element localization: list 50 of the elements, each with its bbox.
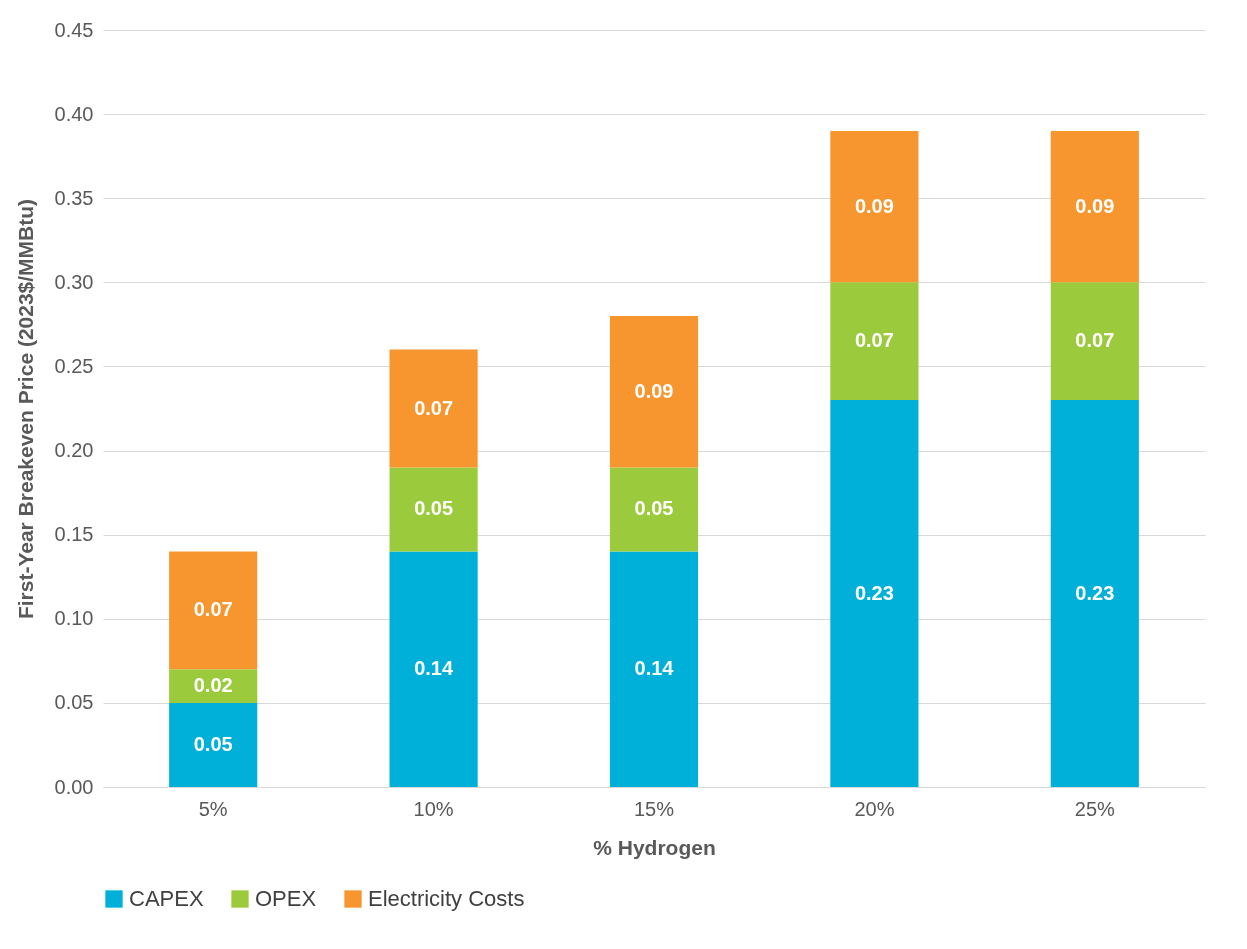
data-label: 0.07 [193, 598, 233, 621]
bar [1050, 400, 1139, 787]
data-label: 0.07 [414, 396, 454, 419]
data-label: 0.23 [1075, 581, 1115, 604]
y-tick-label: 0.35 [54, 186, 94, 209]
data-label: 0.14 [634, 657, 675, 680]
legend-label: Electricity Costs [368, 886, 525, 911]
bar [169, 669, 258, 703]
bar [609, 315, 699, 468]
bar [169, 551, 258, 670]
x-tick-label: 20% [854, 797, 895, 820]
y-tick-label: 0.00 [54, 775, 94, 798]
data-label: 0.23 [854, 581, 894, 604]
data-label: 0.07 [1075, 329, 1115, 352]
data-label: 0.05 [414, 497, 454, 520]
data-label: 0.09 [1075, 194, 1115, 217]
x-tick-label: 15% [633, 797, 675, 820]
y-tick-label: 0.05 [54, 691, 94, 714]
y-tick-label: 0.10 [54, 607, 94, 630]
bar [169, 702, 258, 787]
y-tick-label: 0.40 [54, 102, 94, 125]
y-tick-label: 0.20 [54, 439, 94, 462]
x-tick-label: 5% [198, 797, 228, 820]
y-tick-label: 0.45 [54, 18, 94, 41]
data-label: 0.07 [854, 329, 894, 352]
data-label: 0.05 [634, 497, 674, 520]
x-tick-label: 10% [413, 797, 454, 820]
legend-label: OPEX [255, 886, 317, 911]
bar [1050, 130, 1139, 283]
bar [830, 400, 919, 787]
data-label: 0.09 [854, 194, 894, 217]
x-tick-label: 25% [1074, 797, 1116, 820]
y-tick-label: 0.30 [54, 270, 94, 293]
x-axis-title: % Hydrogen [593, 835, 716, 859]
bar [830, 130, 919, 283]
bar [609, 467, 699, 552]
bar [389, 349, 478, 468]
y-tick-label: 0.15 [54, 523, 94, 546]
bar [609, 551, 699, 787]
y-axis-title: First-Year Breakeven Price (2023$/MMBtu) [13, 198, 37, 620]
bar [830, 282, 919, 401]
bar [1050, 282, 1139, 401]
bar [389, 467, 478, 552]
data-label: 0.09 [634, 379, 674, 402]
data-label: 0.14 [414, 657, 454, 680]
data-label: 0.05 [193, 732, 233, 755]
legend-label: CAPEX [129, 886, 204, 911]
y-tick-label: 0.25 [54, 354, 94, 377]
bar [389, 551, 478, 787]
data-label: 0.02 [193, 674, 233, 697]
